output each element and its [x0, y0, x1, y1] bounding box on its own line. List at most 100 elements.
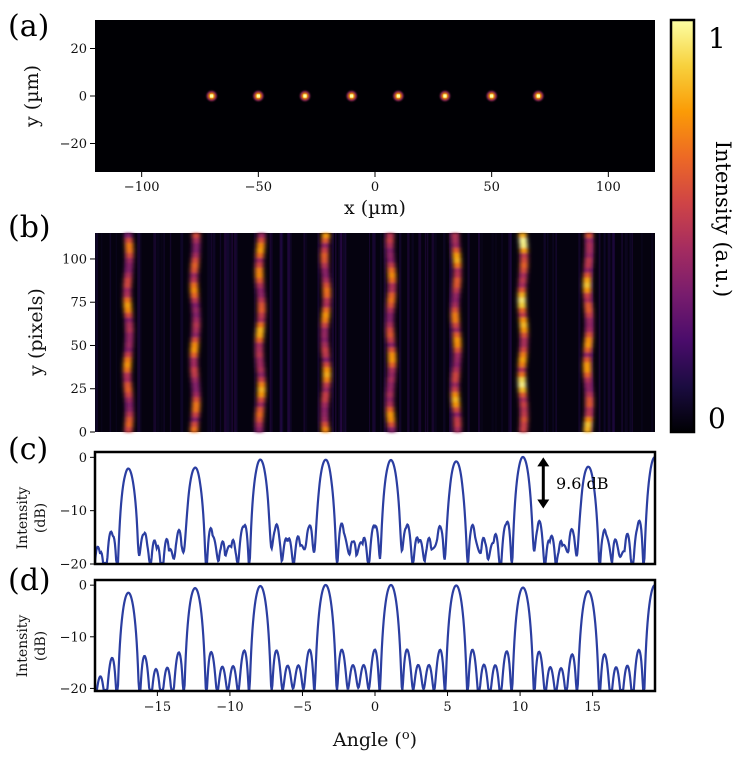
stripe-segment	[386, 407, 395, 413]
noise-streak	[206, 233, 210, 432]
stripe-segment	[386, 302, 395, 309]
stripe-segment	[520, 417, 529, 423]
stripe-segment	[322, 292, 331, 299]
stripe-segment	[255, 352, 264, 358]
stripe-segment	[387, 352, 396, 358]
noise-streak	[398, 233, 402, 432]
panel-c-ylabel: Intensity (dB)	[15, 487, 49, 550]
stripe-segment	[322, 282, 331, 289]
stripe-segment	[321, 237, 330, 244]
stripe-segment	[451, 302, 460, 309]
stripe-segment	[583, 347, 592, 353]
stripe-segment	[192, 397, 201, 403]
noise-streak	[555, 233, 558, 432]
stripe-segment	[320, 242, 329, 249]
stripe-segment	[123, 367, 132, 373]
stripe-segment	[583, 272, 592, 279]
noise-streak	[227, 233, 230, 432]
stripe-segment	[387, 377, 396, 383]
stripe-segment	[256, 367, 265, 373]
stripe-segment	[585, 247, 594, 254]
stripe-segment	[321, 267, 330, 274]
stripe-segment	[385, 402, 394, 408]
stripe-segment	[386, 387, 395, 393]
stripe-segment	[192, 392, 201, 398]
stripe-segment	[452, 362, 461, 368]
noise-streak	[611, 233, 615, 432]
stripe-segment	[583, 427, 592, 433]
stripe-segment	[453, 267, 462, 274]
colorbar-max-label: 1	[708, 22, 726, 55]
stripe-segment	[257, 377, 266, 383]
colorbar-bar	[669, 18, 696, 434]
noise-streak	[368, 233, 370, 432]
panel-label-b: (b)	[8, 210, 51, 245]
stripe-segment	[190, 367, 199, 373]
noise-streak	[304, 233, 308, 432]
stripe-segment	[191, 332, 200, 339]
stripe-segment	[191, 327, 200, 334]
stripe-segment	[321, 352, 330, 358]
stripe-segment	[190, 262, 199, 269]
x-tick-label: 50	[483, 180, 500, 195]
stripe-segment	[519, 347, 528, 353]
stripe-segment	[385, 327, 394, 334]
stripe-segment	[584, 257, 593, 264]
stripe-segment	[452, 407, 461, 413]
noise-streak	[160, 233, 163, 432]
stripe-segment	[257, 297, 266, 304]
stripe-segment	[192, 233, 201, 239]
noise-streak	[407, 233, 410, 432]
stripe-segment	[385, 312, 394, 319]
stripe-segment	[387, 292, 396, 299]
stripe-segment	[255, 332, 264, 339]
noise-streak	[584, 233, 586, 432]
stripe-segment	[452, 247, 461, 254]
noise-streak	[338, 233, 340, 432]
stripe-segment	[124, 233, 133, 239]
stripe-segment	[386, 417, 395, 423]
stripe-segment	[191, 377, 200, 383]
stripe-segment	[585, 327, 594, 334]
stripe-segment	[520, 332, 529, 339]
stripe-segment	[452, 332, 461, 339]
x-tick-label: −50	[245, 180, 272, 195]
noise-streak	[629, 233, 632, 432]
stripe-segment	[387, 422, 396, 428]
stripe-segment	[584, 382, 593, 388]
stripe-segment	[321, 272, 330, 279]
stripe-segment	[124, 352, 133, 358]
noise-streak	[156, 233, 160, 432]
stripe-segment	[520, 257, 529, 264]
noise-streak	[212, 233, 216, 432]
stripe-segment	[320, 402, 329, 408]
noise-streak	[343, 233, 346, 432]
noise-streak	[95, 233, 98, 432]
stripe-segment	[584, 342, 593, 349]
stripe-segment	[388, 277, 397, 284]
stripe-segment	[125, 242, 134, 249]
stripe-segment	[451, 307, 460, 314]
panel-d-ylabel: Intensity (dB)	[15, 615, 49, 678]
stripe-segment	[387, 347, 396, 353]
y-tick-label: −20	[60, 682, 87, 697]
panel-label-c: (c)	[8, 432, 48, 467]
stripe-segment	[585, 407, 594, 413]
stripe-segment	[255, 417, 264, 423]
noise-streak	[373, 233, 376, 432]
stripe-segment	[190, 427, 199, 433]
stripe-segment	[256, 247, 265, 254]
stripe-segment	[518, 312, 527, 319]
noise-streak	[163, 233, 165, 432]
noise-streak	[180, 233, 184, 432]
arrow-head-down	[537, 499, 550, 509]
panel-c-series-line	[95, 455, 655, 564]
panel-b-ticks: 0 25 50 75 100	[62, 252, 95, 441]
stripe-segment	[585, 397, 594, 403]
stripe-segment	[190, 267, 199, 274]
stripe-segment	[192, 237, 201, 244]
stripe-segment	[123, 362, 132, 368]
spot-core	[536, 94, 540, 98]
noise-streak	[552, 233, 554, 432]
stripe-segment	[257, 372, 266, 378]
